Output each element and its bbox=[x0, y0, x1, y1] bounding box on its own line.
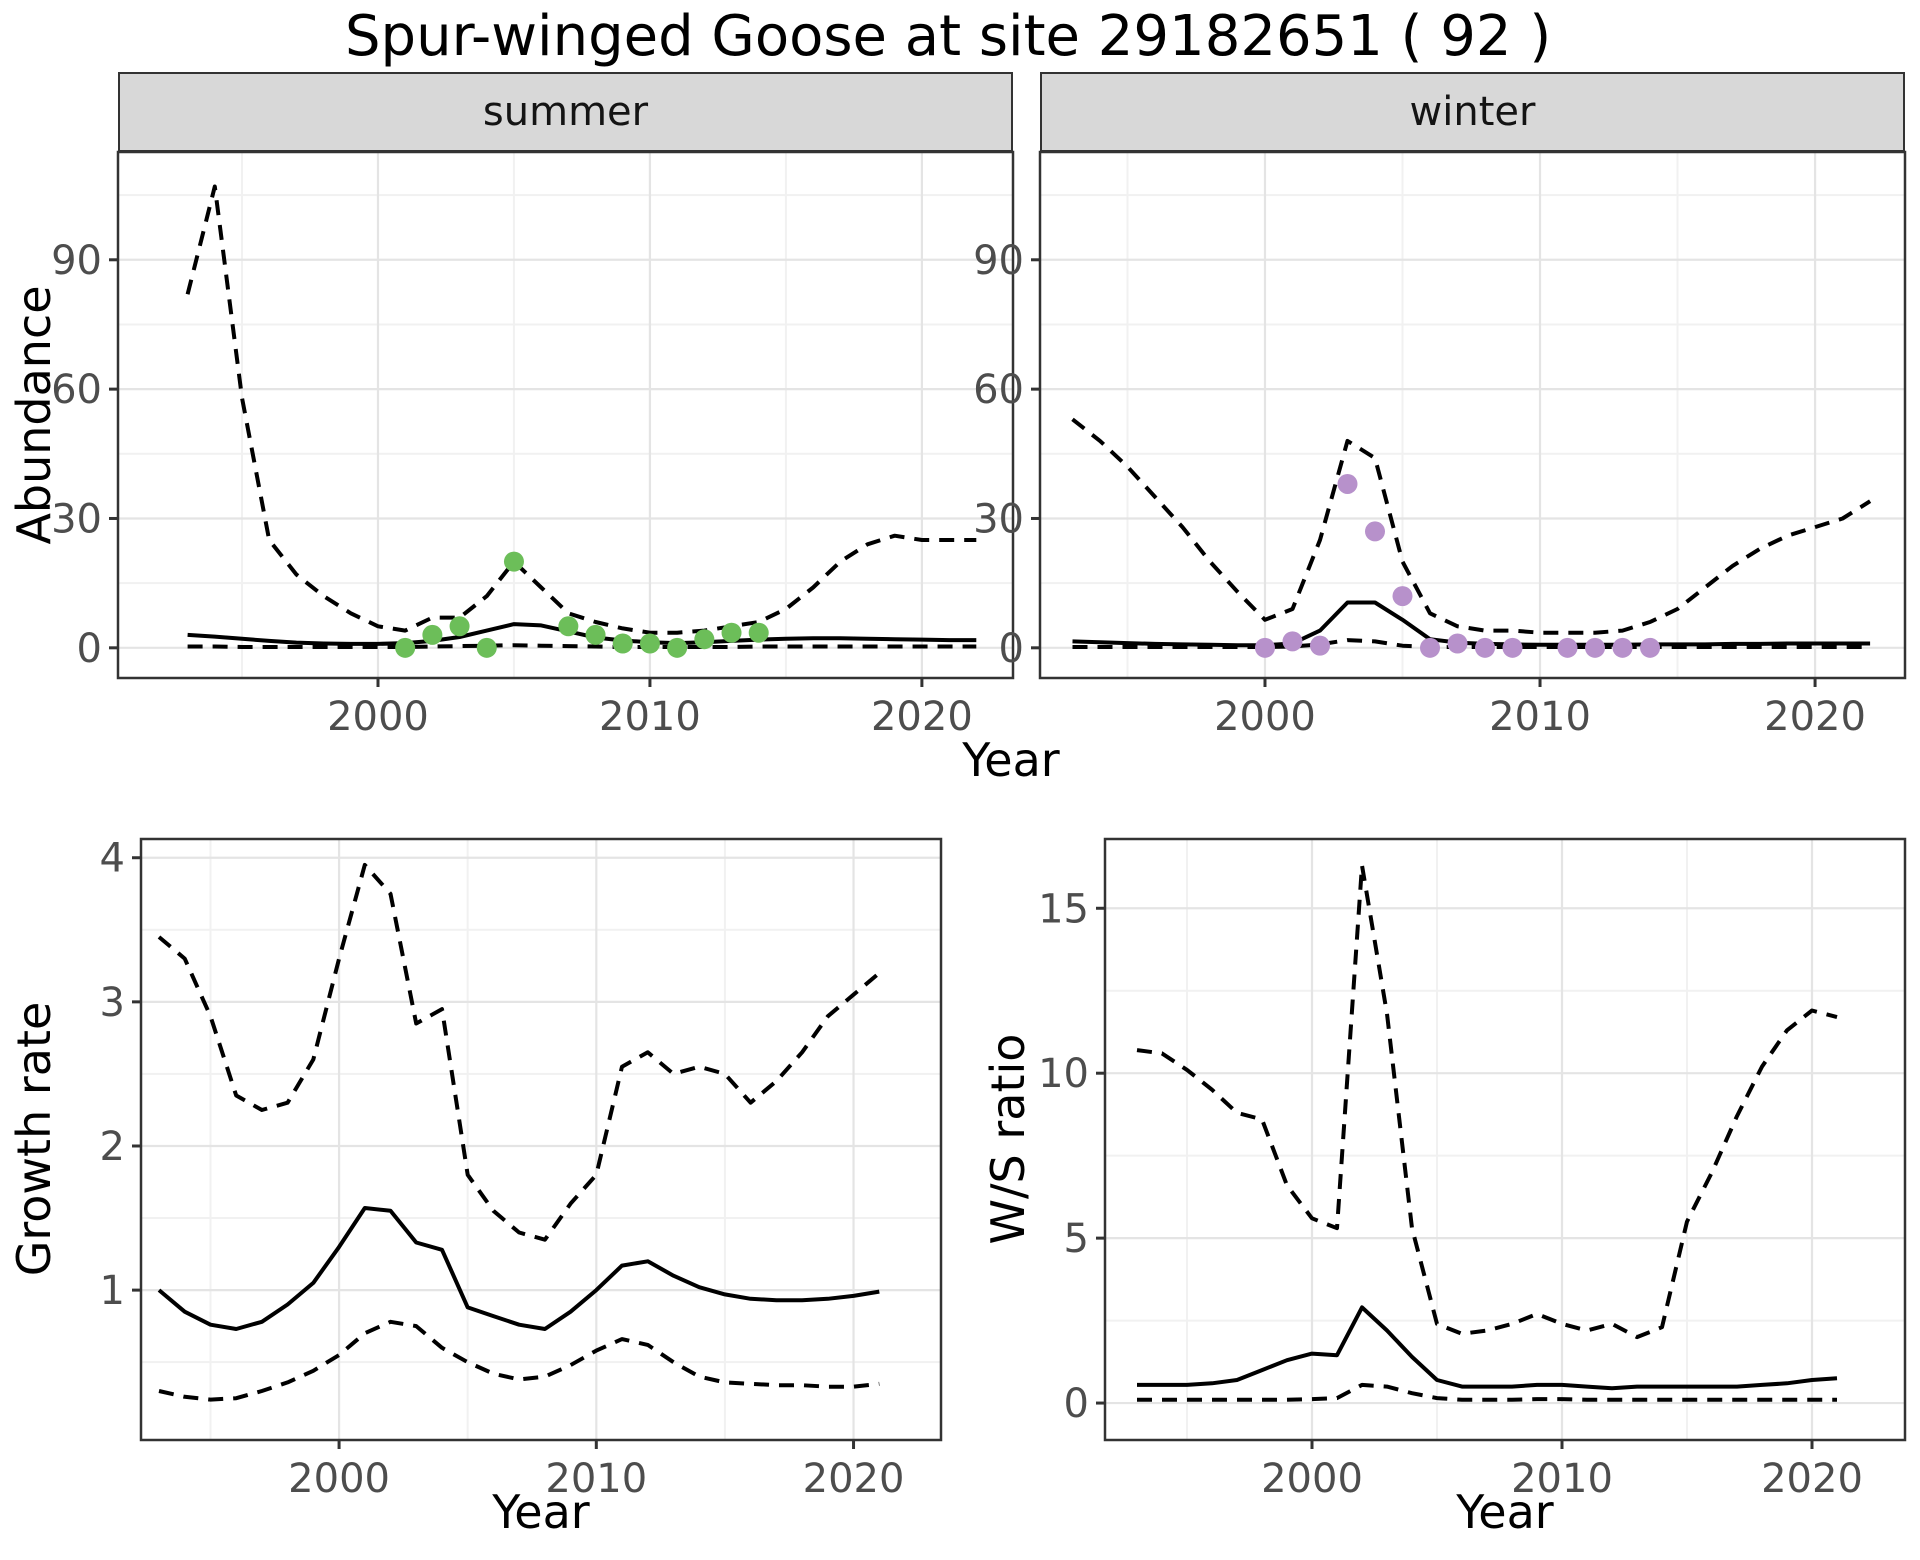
y-tick-label: 30 bbox=[973, 496, 1024, 542]
data-point-observed-counts-winter bbox=[1447, 633, 1468, 654]
panel-growth-rate: 2000 2010 2020 1 2 3 4 bbox=[100, 836, 943, 1502]
data-point-observed-counts-winter bbox=[1392, 586, 1413, 607]
data-point-observed-counts-winter bbox=[1585, 637, 1606, 658]
series-upper-ci-growth-rate bbox=[157, 862, 881, 1242]
y-tick-label: 30 bbox=[51, 496, 102, 542]
x-tick-label: 2000 bbox=[327, 694, 429, 740]
x-tick-label: 2010 bbox=[599, 694, 701, 740]
data-point-observed-counts-winter bbox=[1640, 637, 1661, 658]
y-tick-label: 10 bbox=[1038, 1051, 1089, 1097]
data-point-observed-counts-summer bbox=[585, 624, 606, 645]
series-lower-ci-ws-ratio bbox=[1137, 1382, 1837, 1402]
x-tick-label: 2000 bbox=[1214, 694, 1316, 740]
data-point-observed-counts-summer bbox=[558, 616, 579, 637]
series-median-abundance-winter bbox=[1072, 600, 1871, 648]
data-point-observed-counts-summer bbox=[503, 551, 524, 572]
data-point-observed-counts-summer bbox=[639, 633, 660, 654]
data-point-observed-counts-winter bbox=[1557, 637, 1578, 658]
x-tick-label: 2010 bbox=[545, 1456, 647, 1502]
series-lower-ci-abundance-winter bbox=[1072, 638, 1871, 649]
panel-abundance-summer: 2000 2010 2020 0 30 60 90 bbox=[51, 150, 1015, 740]
x-axis-title-growth: Year bbox=[492, 1485, 590, 1539]
y-tick-label: 90 bbox=[51, 238, 102, 284]
y-tick-label: 5 bbox=[1064, 1216, 1089, 1262]
x-tick-label: 2020 bbox=[1764, 694, 1866, 740]
panel-abundance-winter: 2000 2010 2020 0 30 60 90 bbox=[973, 150, 1907, 740]
data-point-observed-counts-summer bbox=[612, 633, 633, 654]
facet-strip-summer: summer bbox=[118, 72, 1013, 152]
y-tick-label: 60 bbox=[973, 367, 1024, 413]
data-point-observed-counts-summer bbox=[395, 637, 416, 658]
y-tick-label: 15 bbox=[1038, 886, 1089, 932]
series-upper-ci-abundance-winter bbox=[1071, 417, 1872, 635]
x-axis-title-ws: Year bbox=[1456, 1485, 1554, 1539]
data-point-observed-counts-winter bbox=[1337, 473, 1358, 494]
data-point-observed-counts-winter bbox=[1420, 637, 1441, 658]
chart-title: Spur-winged Goose at site 29182651 ( 92 … bbox=[345, 4, 1552, 69]
facet-label-summer: summer bbox=[482, 89, 649, 135]
series-lower-ci-growth-rate bbox=[158, 1319, 880, 1402]
y-tick-label: 0 bbox=[77, 626, 102, 672]
y-tick-label: 4 bbox=[100, 836, 125, 882]
x-axis-title-top: Year bbox=[962, 733, 1060, 787]
x-tick-label: 2020 bbox=[871, 694, 973, 740]
series-upper-ci-abundance-summer bbox=[185, 184, 977, 635]
y-tick-label: 2 bbox=[100, 1124, 125, 1170]
data-point-observed-counts-summer bbox=[667, 637, 688, 658]
y-tick-label: 0 bbox=[999, 626, 1024, 672]
series-median-ws-ratio bbox=[1137, 1305, 1838, 1391]
y-tick-label: 1 bbox=[100, 1268, 125, 1314]
data-point-observed-counts-winter bbox=[1282, 631, 1303, 652]
data-point-observed-counts-winter bbox=[1475, 637, 1496, 658]
x-tick-label: 2010 bbox=[1511, 1456, 1613, 1502]
facet-label-winter: winter bbox=[1409, 89, 1536, 135]
data-point-observed-counts-summer bbox=[476, 637, 497, 658]
y-tick-label: 90 bbox=[973, 238, 1024, 284]
data-point-observed-counts-winter bbox=[1502, 637, 1523, 658]
panel-ws-ratio: 2000 2010 2020 0 5 10 15 bbox=[1038, 837, 1907, 1502]
data-point-observed-counts-summer bbox=[422, 624, 443, 645]
x-tick-label: 2000 bbox=[1261, 1456, 1363, 1502]
series-median-abundance-summer bbox=[187, 622, 977, 646]
data-point-observed-counts-winter bbox=[1364, 521, 1385, 542]
data-point-observed-counts-winter bbox=[1612, 637, 1633, 658]
series-upper-ci-ws-ratio bbox=[1136, 863, 1838, 1340]
y-tick-label: 3 bbox=[100, 980, 125, 1026]
data-point-observed-counts-winter bbox=[1309, 635, 1330, 656]
data-point-observed-counts-summer bbox=[748, 622, 769, 643]
data-point-observed-counts-summer bbox=[694, 629, 715, 650]
x-tick-label: 2020 bbox=[1761, 1456, 1863, 1502]
x-tick-label: 2000 bbox=[288, 1456, 390, 1502]
x-tick-label: 2010 bbox=[1489, 694, 1591, 740]
data-point-observed-counts-summer bbox=[721, 622, 742, 643]
series-median-growth-rate bbox=[157, 1206, 880, 1331]
data-point-observed-counts-winter bbox=[1254, 637, 1275, 658]
y-tick-label: 0 bbox=[1064, 1381, 1089, 1427]
series-lower-ci-abundance-summer bbox=[187, 643, 977, 649]
data-point-observed-counts-summer bbox=[449, 616, 470, 637]
x-tick-label: 2020 bbox=[803, 1456, 905, 1502]
y-tick-label: 60 bbox=[51, 367, 102, 413]
